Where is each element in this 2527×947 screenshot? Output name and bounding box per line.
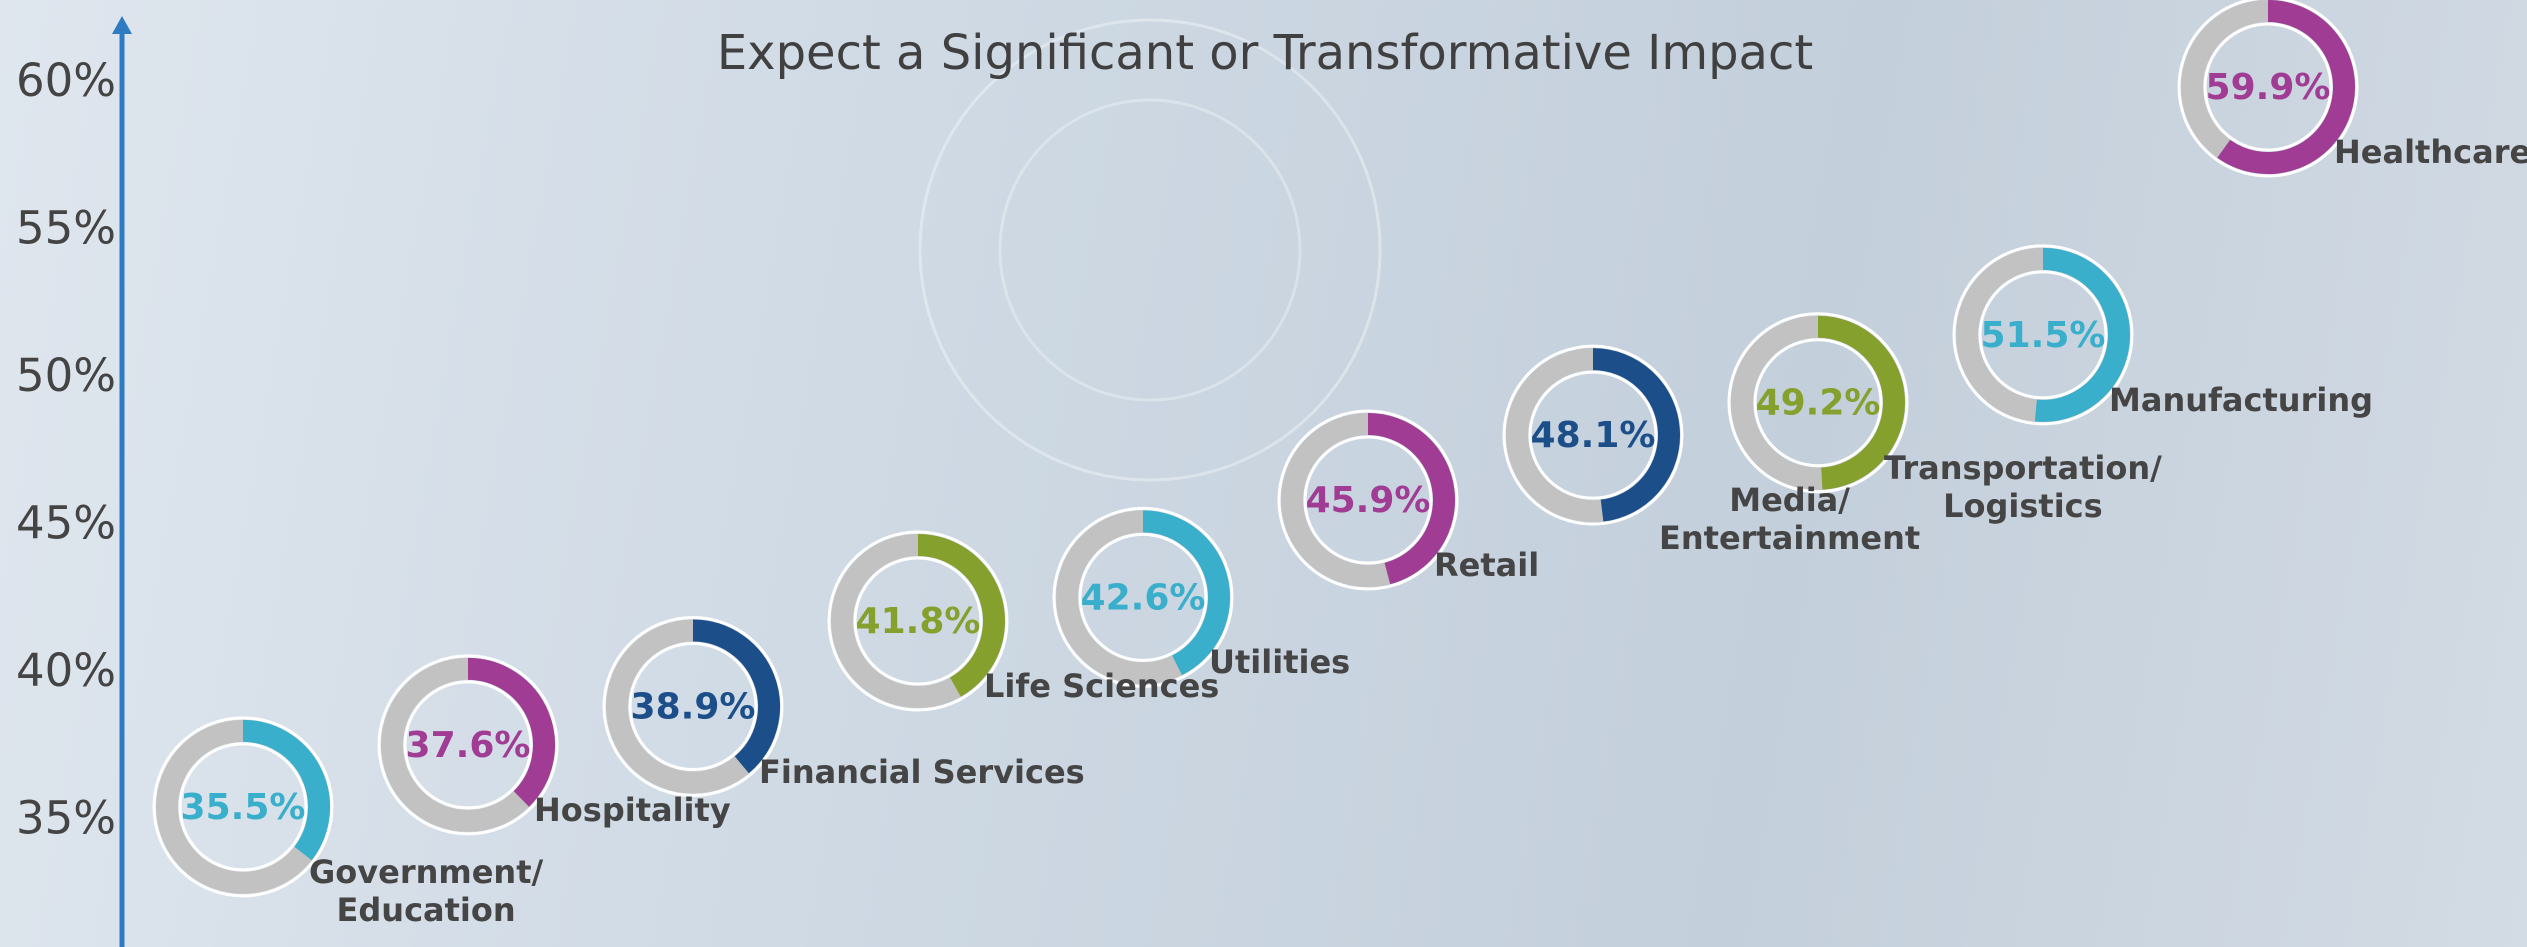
category-label: Government/ Education bbox=[309, 852, 544, 929]
y-axis-arrow bbox=[112, 16, 132, 34]
donut-outline bbox=[628, 642, 758, 772]
donut-arc bbox=[2034, 247, 2130, 422]
category-label: Transportation/ Logistics bbox=[1884, 448, 2162, 525]
background-decoration bbox=[998, 98, 1302, 402]
category-label: Retail bbox=[1434, 546, 1540, 585]
y-tick-label: 50% bbox=[16, 349, 116, 402]
donut-outline bbox=[178, 742, 308, 872]
donut-outline bbox=[1303, 435, 1433, 565]
category-label: Media/ Entertainment bbox=[1659, 481, 1921, 558]
data-label: 35.5% bbox=[181, 787, 306, 828]
data-label: 37.6% bbox=[406, 725, 531, 766]
y-tick-label: 40% bbox=[16, 644, 116, 697]
donut-arc bbox=[917, 534, 1005, 697]
donut-outline bbox=[152, 716, 334, 898]
y-tick-label: 45% bbox=[16, 497, 116, 550]
category-label: Life Sciences bbox=[984, 667, 1220, 705]
donut-outline bbox=[1753, 338, 1883, 468]
donut-outline bbox=[827, 530, 1009, 712]
donut-arc bbox=[1142, 510, 1230, 676]
donut-outline bbox=[1502, 344, 1684, 526]
background-decoration bbox=[918, 18, 1382, 482]
data-label: 42.6% bbox=[1081, 577, 1206, 618]
donut-outline bbox=[1952, 244, 2134, 426]
data-label: 59.9% bbox=[2206, 67, 2331, 108]
donut-outline bbox=[403, 680, 533, 810]
donut-outline bbox=[1052, 506, 1234, 688]
category-label: Utilities bbox=[1209, 643, 1351, 682]
donut-outline bbox=[1528, 370, 1658, 500]
donut-outline bbox=[602, 616, 784, 798]
donut-outline bbox=[1277, 409, 1459, 591]
donut-arc bbox=[692, 619, 780, 774]
donut-arc bbox=[1592, 348, 1680, 522]
donut-arc bbox=[2217, 0, 2355, 174]
data-label: 45.9% bbox=[1306, 480, 1431, 521]
donut-outline bbox=[853, 556, 983, 686]
category-label: Healthcare bbox=[2334, 133, 2527, 172]
donut-outline bbox=[377, 654, 559, 836]
category-label: Manufacturing bbox=[2109, 380, 2373, 419]
data-label: 51.5% bbox=[1981, 315, 2106, 356]
donut-arc bbox=[1367, 413, 1455, 585]
donut-arc bbox=[467, 657, 555, 807]
donut-arc bbox=[242, 719, 330, 861]
y-tick-label: 35% bbox=[16, 792, 116, 845]
data-label: 38.9% bbox=[631, 687, 756, 728]
category-label: Financial Services bbox=[759, 752, 1085, 791]
donut-arc bbox=[1817, 315, 1905, 490]
donut-outline bbox=[2177, 0, 2359, 178]
category-label: Hospitality bbox=[534, 790, 731, 829]
chart-title: Expect a Significant or Transformative I… bbox=[717, 25, 1813, 81]
y-tick-label: 60% bbox=[16, 54, 116, 107]
donut-outline bbox=[2203, 22, 2333, 152]
data-label: 48.1% bbox=[1531, 415, 1656, 456]
data-label: 49.2% bbox=[1756, 383, 1881, 424]
data-label: 41.8% bbox=[856, 601, 981, 642]
y-tick-label: 55% bbox=[16, 202, 116, 255]
donut-outline bbox=[1078, 532, 1208, 662]
donut-outline bbox=[1978, 270, 2108, 400]
donut-outline bbox=[1727, 312, 1909, 494]
